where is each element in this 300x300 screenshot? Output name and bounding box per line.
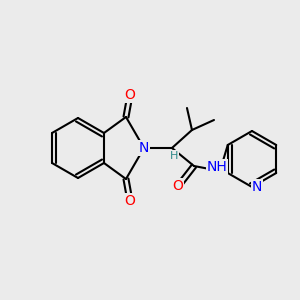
- Text: N: N: [252, 180, 262, 194]
- Text: NH: NH: [207, 160, 227, 174]
- Text: O: O: [124, 88, 135, 102]
- Text: O: O: [172, 179, 183, 193]
- Text: O: O: [124, 194, 135, 208]
- Text: N: N: [139, 141, 149, 155]
- Text: H: H: [170, 151, 178, 161]
